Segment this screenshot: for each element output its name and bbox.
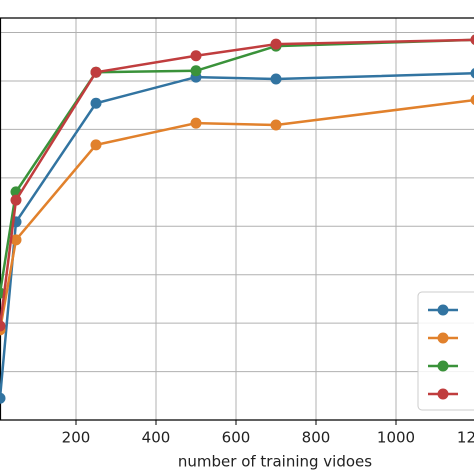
x-tick-label: 400 [142, 429, 171, 447]
point [0, 320, 6, 332]
point [270, 119, 282, 131]
series-line [0, 38, 474, 327]
point [190, 117, 202, 129]
point [10, 234, 22, 246]
x-tick-label: 800 [302, 429, 331, 447]
point [10, 194, 22, 206]
x-axis-label: number of training vidoes [178, 453, 372, 471]
series-line [0, 38, 474, 294]
series-line [0, 98, 474, 331]
point [270, 73, 282, 85]
point [90, 139, 102, 151]
x-tick-label: 200 [62, 429, 91, 447]
point [190, 65, 202, 77]
series-line [0, 72, 474, 399]
point [270, 38, 282, 50]
legend-marker [437, 388, 449, 400]
point [90, 66, 102, 78]
x-tick-label: 600 [222, 429, 251, 447]
point [470, 94, 474, 105]
point [0, 392, 6, 404]
point [190, 50, 202, 62]
point [470, 34, 474, 45]
legend-box [417, 291, 474, 411]
legend-marker [437, 360, 449, 372]
x-tick-label: 1000 [377, 429, 415, 447]
x-tick-label: 1200 [457, 429, 474, 447]
point [470, 68, 474, 79]
point [90, 97, 102, 109]
legend-marker [437, 332, 449, 344]
legend-marker [437, 304, 449, 316]
